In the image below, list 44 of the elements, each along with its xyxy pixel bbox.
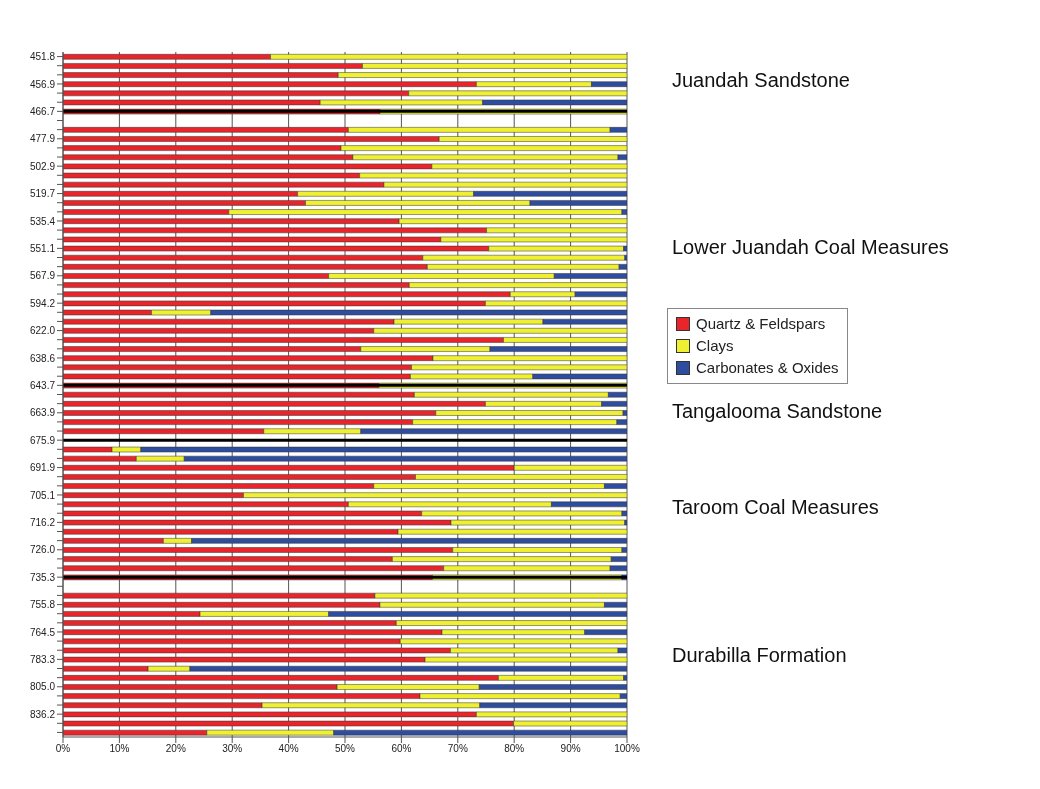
- y-tick-label: 594.2: [29, 297, 56, 309]
- y-tick-label: 477.9: [29, 133, 56, 145]
- x-tick-label: 100%: [614, 743, 640, 755]
- x-tick-label: 60%: [391, 743, 412, 755]
- y-tick-label: 638.6: [29, 352, 56, 364]
- text: Durabilla Formation: [672, 644, 847, 667]
- y-tick-label: 622.0: [29, 325, 56, 337]
- y-tick-label: 716.2: [29, 516, 56, 528]
- x-tick-label: 10%: [109, 743, 130, 755]
- y-tick-label: 663.9: [29, 407, 56, 419]
- text: Tangalooma Sandstone: [672, 400, 883, 423]
- y-tick-label: 755.8: [29, 599, 56, 611]
- x-tick-label: 90%: [560, 743, 581, 755]
- text: Lower Juandah Coal Measures: [672, 235, 949, 258]
- legend-label: Quartz & Feldspars: [696, 314, 826, 334]
- y-tick-label: 675.9: [29, 434, 56, 446]
- y-tick-label: 519.7: [29, 188, 56, 200]
- y-tick-label: 535.4: [29, 215, 56, 227]
- x-tick-label: 50%: [334, 743, 356, 755]
- y-tick-label: 502.9: [29, 160, 56, 172]
- y-tick-label: 551.1: [29, 242, 56, 254]
- legend-label: Clays: [696, 336, 734, 356]
- y-tick-label: 451.8: [29, 51, 56, 63]
- x-tick-label: 20%: [165, 743, 186, 755]
- y-tick-label: 783.3: [29, 653, 56, 665]
- y-tick-label: 805.0: [29, 681, 56, 693]
- y-tick-label: 643.7: [29, 379, 56, 391]
- y-tick-label: 456.9: [29, 78, 56, 90]
- x-tick-label: 40%: [278, 743, 299, 755]
- y-tick-label: 735.3: [29, 571, 56, 583]
- y-tick-label: 836.2: [29, 708, 56, 720]
- x-tick-label: 0%: [55, 743, 71, 755]
- y-tick-label: 764.5: [29, 626, 56, 638]
- y-tick-label: 691.9: [29, 462, 56, 474]
- text: Taroom Coal Measures: [672, 495, 879, 518]
- y-tick-label: 466.7: [29, 105, 56, 117]
- text: Juandah Sandstone: [672, 68, 850, 91]
- y-tick-label: 705.1: [29, 489, 56, 501]
- y-tick-label: 567.9: [29, 270, 56, 282]
- legend-label: Carbonates & Oxides: [696, 358, 839, 378]
- x-tick-label: 30%: [222, 743, 243, 755]
- x-tick-label: 80%: [504, 743, 525, 755]
- x-tick-label: 70%: [447, 743, 468, 755]
- y-tick-label: 726.0: [29, 544, 56, 556]
